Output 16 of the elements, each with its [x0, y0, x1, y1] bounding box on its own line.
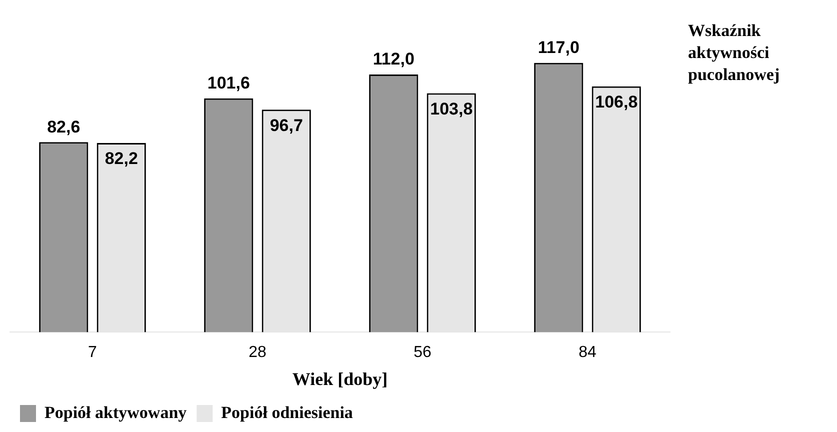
- x-tick-label: 84: [578, 344, 596, 362]
- data-label: 106,8: [595, 92, 638, 112]
- data-label: 101,6: [207, 74, 250, 93]
- x-tick-label: 7: [88, 344, 98, 362]
- legend-label: Popiół aktywowany: [44, 402, 188, 422]
- data-label: 96,7: [270, 116, 303, 135]
- legend-label: Popiół odniesienia: [221, 402, 354, 422]
- data-label: 103,8: [430, 100, 473, 118]
- x-tick-label: 56: [414, 344, 432, 362]
- y-axis-title: Wskaźnik aktywności pucolanowej: [688, 20, 781, 86]
- x-axis-title: Wiek [doby]: [292, 368, 388, 389]
- x-tick-label: 28: [248, 344, 266, 362]
- data-label: 112,0: [372, 50, 414, 69]
- data-label: 117,0: [538, 38, 580, 58]
- data-label: 82,2: [104, 149, 138, 168]
- data-label: 82,6: [47, 117, 80, 136]
